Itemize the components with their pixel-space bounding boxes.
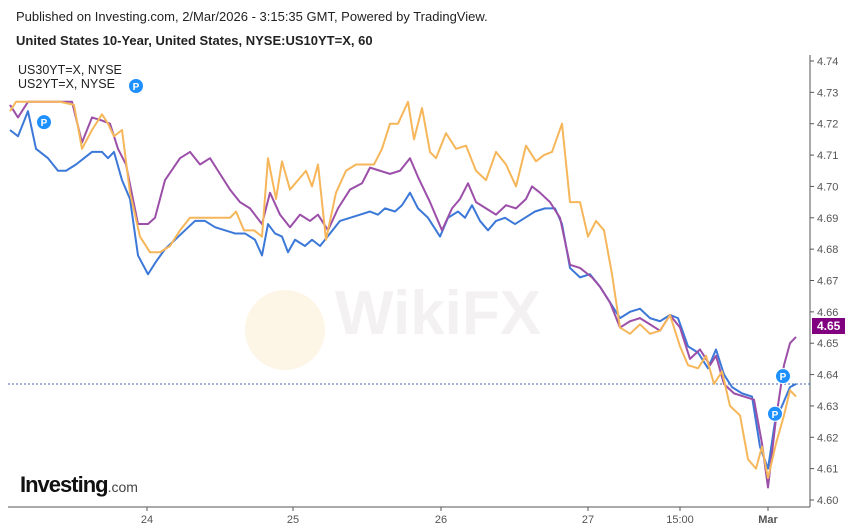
series-line-us30yt [9,100,797,489]
y-tick-label: 4.63 [817,401,838,413]
p-marker-icon [128,78,144,94]
p-marker-icon [36,114,52,131]
watermark-logo-icon [245,290,325,370]
watermark: WikiFX [335,279,542,348]
y-tick-label: 4.71 [817,150,838,162]
x-tick-label: Mar [758,514,778,526]
y-tick-label: 4.66 [817,307,838,319]
x-tick-label: 15:00 [666,514,694,526]
last-price-label: 4.65 [812,318,846,334]
p-marker-label: P [780,372,787,383]
y-tick-label: 4.73 [817,87,838,99]
series-line-us2yt [9,100,797,480]
x-tick-label: 24 [141,514,153,526]
y-tick-label: 4.69 [817,213,838,225]
y-tick-label: 4.65 [817,338,838,350]
y-tick-label: 4.67 [817,276,838,288]
logo-main: Investing [20,472,109,497]
y-tick-label: 4.62 [817,432,838,444]
p-marker-icon [775,368,791,385]
y-tick-label: 4.61 [817,464,838,476]
y-tick-label: 4.70 [817,181,838,193]
legend-us2: US2YT=X, NYSE [18,77,115,91]
p-marker-label: P [41,118,48,129]
x-tick-label: 27 [582,514,594,526]
x-tick-label: 25 [287,514,299,526]
chart-title: United States 10-Year, United States, NY… [16,33,373,48]
series-line-us10yt [9,110,797,470]
p-marker-icon [767,405,783,422]
logo-suffix: .com [107,479,138,495]
p-marker-label: P [133,82,140,93]
y-tick-label: 4.74 [817,56,838,68]
y-tick-label: 4.72 [817,119,838,131]
x-tick-label: 26 [435,514,447,526]
investing-logo[interactable]: Investing.com [20,472,138,498]
p-marker-label: P [772,410,779,421]
y-tick-label: 4.68 [817,244,838,256]
y-tick-label: 4.60 [817,495,838,507]
y-tick-label: 4.64 [817,370,838,382]
published-note: Published on Investing.com, 2/Mar/2026 -… [16,9,488,24]
legend-us30: US30YT=X, NYSE [18,63,122,77]
